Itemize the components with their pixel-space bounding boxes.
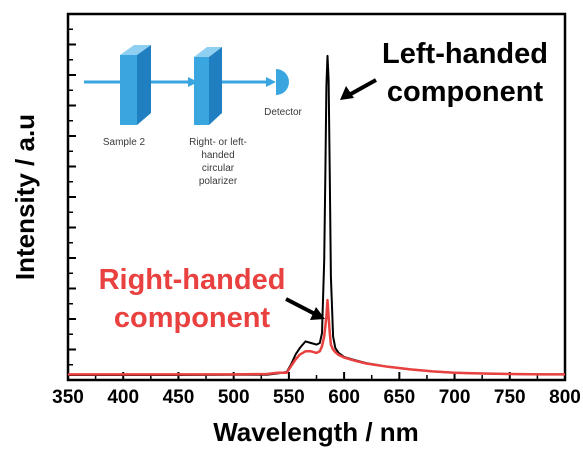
polarizer-plate-icon (194, 47, 222, 125)
series-right-handed-line (68, 298, 565, 376)
inset-sample-label: Sample 2 (103, 137, 146, 148)
x-tick-label: 700 (439, 387, 471, 408)
inset-optics-diagram: Sample 2 Right- or left- handed circular… (84, 45, 303, 187)
x-tick-label: 450 (163, 387, 195, 408)
inset-polarizer-label: polarizer (199, 176, 238, 187)
sample-plate-icon (120, 45, 151, 125)
x-tick-label: 550 (273, 387, 305, 408)
x-tick-label: 600 (328, 387, 360, 408)
inset-polarizer-label: handed (201, 150, 234, 161)
x-tick-label: 400 (107, 387, 139, 408)
arrow-icon (285, 297, 325, 320)
inset-detector-label: Detector (264, 107, 302, 118)
x-tick-label: 500 (218, 387, 250, 408)
x-tick-label: 350 (52, 387, 84, 408)
x-axis-label: Wavelength / nm (213, 417, 419, 447)
x-tick-label: 650 (383, 387, 415, 408)
annotation-right-line1: Right-handed (99, 264, 286, 296)
y-axis-label: Intensity / a.u (10, 114, 40, 280)
inset-polarizer-label: circular (202, 163, 235, 174)
x-tick-label: 750 (494, 387, 526, 408)
inset-polarizer-label: Right- or left- (189, 137, 247, 148)
y-axis-ticks (68, 13, 76, 381)
detector-icon (276, 69, 289, 95)
x-axis-ticks: 350 400 450 500 550 600 650 700 750 800 (52, 372, 581, 408)
annotation-left-line2: component (387, 76, 544, 108)
annotation-left-line1: Left-handed (382, 38, 548, 70)
arrow-icon (340, 78, 377, 100)
annotation-right-line2: component (114, 302, 271, 334)
x-tick-label: 800 (549, 387, 581, 408)
